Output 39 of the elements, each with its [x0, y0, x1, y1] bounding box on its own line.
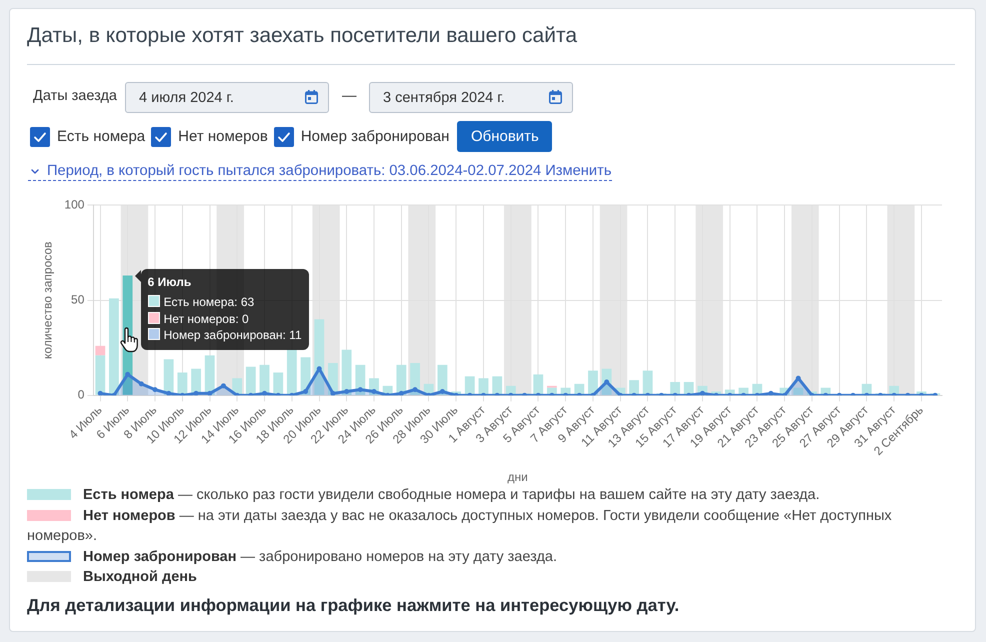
- bar: [588, 370, 598, 395]
- button: Обновить: [457, 121, 552, 152]
- y-tick-label: 50: [71, 292, 85, 307]
- bar: [273, 372, 284, 395]
- x-axis-title: дни: [508, 470, 528, 484]
- text: —: [342, 88, 356, 104]
- bar: [260, 364, 270, 395]
- text: — забронировано номеров на эту дату заезда.: [240, 548, 558, 564]
- bar: [95, 346, 106, 356]
- bar: [95, 355, 106, 395]
- chart-title: Даты, в которые хотят заехать посетители вашего сайта: [27, 24, 577, 48]
- legend-label: Есть номера: [83, 487, 174, 503]
- text: Нет номеров: [178, 128, 268, 145]
- bar: [629, 380, 639, 395]
- legend-label: Номер забронирован: [83, 548, 236, 564]
- date-field: 4 июля 2024 г.: [125, 82, 329, 113]
- annotation: 6 Июль Есть номера: 63 Нет номеров: 0 Номер забронирован: 11: [148, 274, 302, 342]
- y-tick-label: 0: [78, 388, 85, 402]
- bar: [478, 378, 488, 395]
- bar: [793, 388, 804, 395]
- bar: [246, 366, 256, 395]
- legend-label: Нет номеров: [83, 508, 176, 524]
- text: Даты заезда: [33, 88, 117, 104]
- bar: [286, 350, 297, 395]
- text: — сколько раз гости увидели свободные номера и тарифы на вашем сайте на эту дату заезда.: [178, 487, 820, 503]
- legend-label: Выходной день: [83, 569, 197, 585]
- bar: [533, 374, 544, 395]
- bar: [177, 372, 188, 395]
- bar: [342, 350, 352, 395]
- text: Для детализации информации на графике нажмите на интересующую дату.: [27, 595, 680, 616]
- text: Период, в который гость пытался забронировать: 03.06.2024-02.07.2024 Изменить: [47, 163, 612, 179]
- y-axis-title: количество запросов: [40, 242, 55, 359]
- text: Есть номера: [57, 128, 146, 145]
- text: Номер забронирован: [300, 128, 450, 145]
- bar: [314, 319, 324, 395]
- y-tick-label: 100: [64, 198, 85, 212]
- bar: [109, 298, 119, 395]
- bar: [642, 370, 653, 395]
- date-field: 3 сентября 2024 г.: [369, 82, 573, 113]
